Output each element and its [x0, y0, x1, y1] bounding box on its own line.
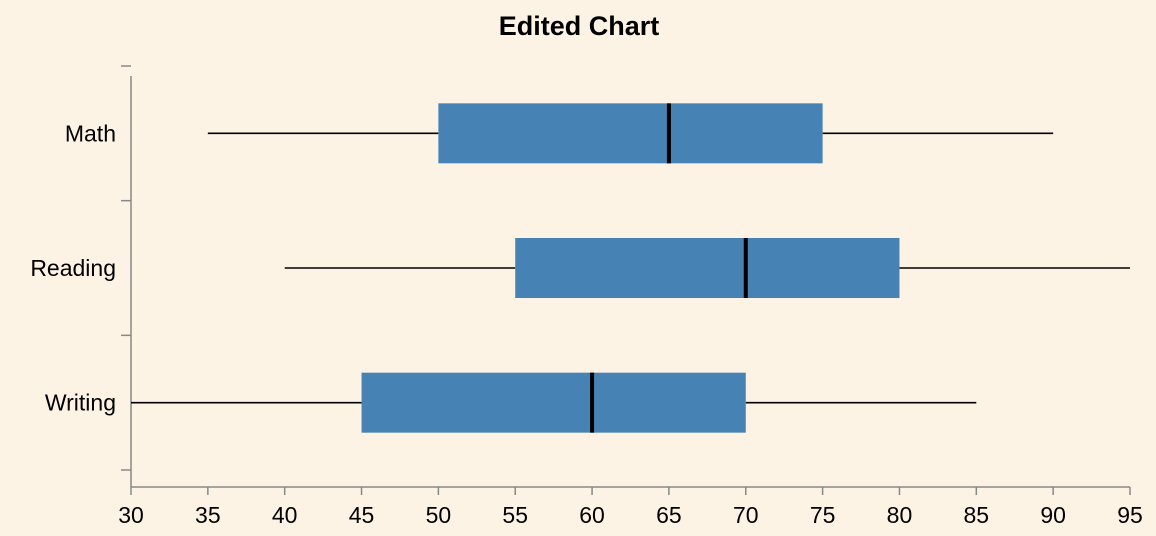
x-tick-label: 30 [118, 502, 144, 528]
y-category-label-writing: Writing [45, 390, 116, 416]
y-category-label-math: Math [65, 120, 116, 146]
x-tick-label: 70 [733, 502, 759, 528]
x-tick-label: 60 [579, 502, 605, 528]
y-category-label-reading: Reading [30, 255, 116, 281]
x-tick-label: 45 [349, 502, 375, 528]
x-tick-label: 80 [887, 502, 913, 528]
box-writing [361, 372, 746, 433]
x-tick-label: 55 [502, 502, 528, 528]
x-tick-label: 95 [1117, 502, 1143, 528]
box-math [438, 103, 823, 164]
box-reading [515, 238, 900, 298]
plot-area: 30 35 40 45 50 55 60 65 70 75 80 85 90 95 Math Reading W… [30, 65, 1143, 528]
x-tick-label: 35 [195, 502, 221, 528]
x-tick-label: 40 [272, 502, 298, 528]
x-tick-label: 85 [964, 502, 990, 528]
x-tick-label: 75 [810, 502, 836, 528]
chart-title: Edited Chart [499, 11, 660, 41]
x-tick-label: 50 [426, 502, 452, 528]
x-tick-label: 65 [656, 502, 682, 528]
x-tick-label: 90 [1040, 502, 1066, 528]
